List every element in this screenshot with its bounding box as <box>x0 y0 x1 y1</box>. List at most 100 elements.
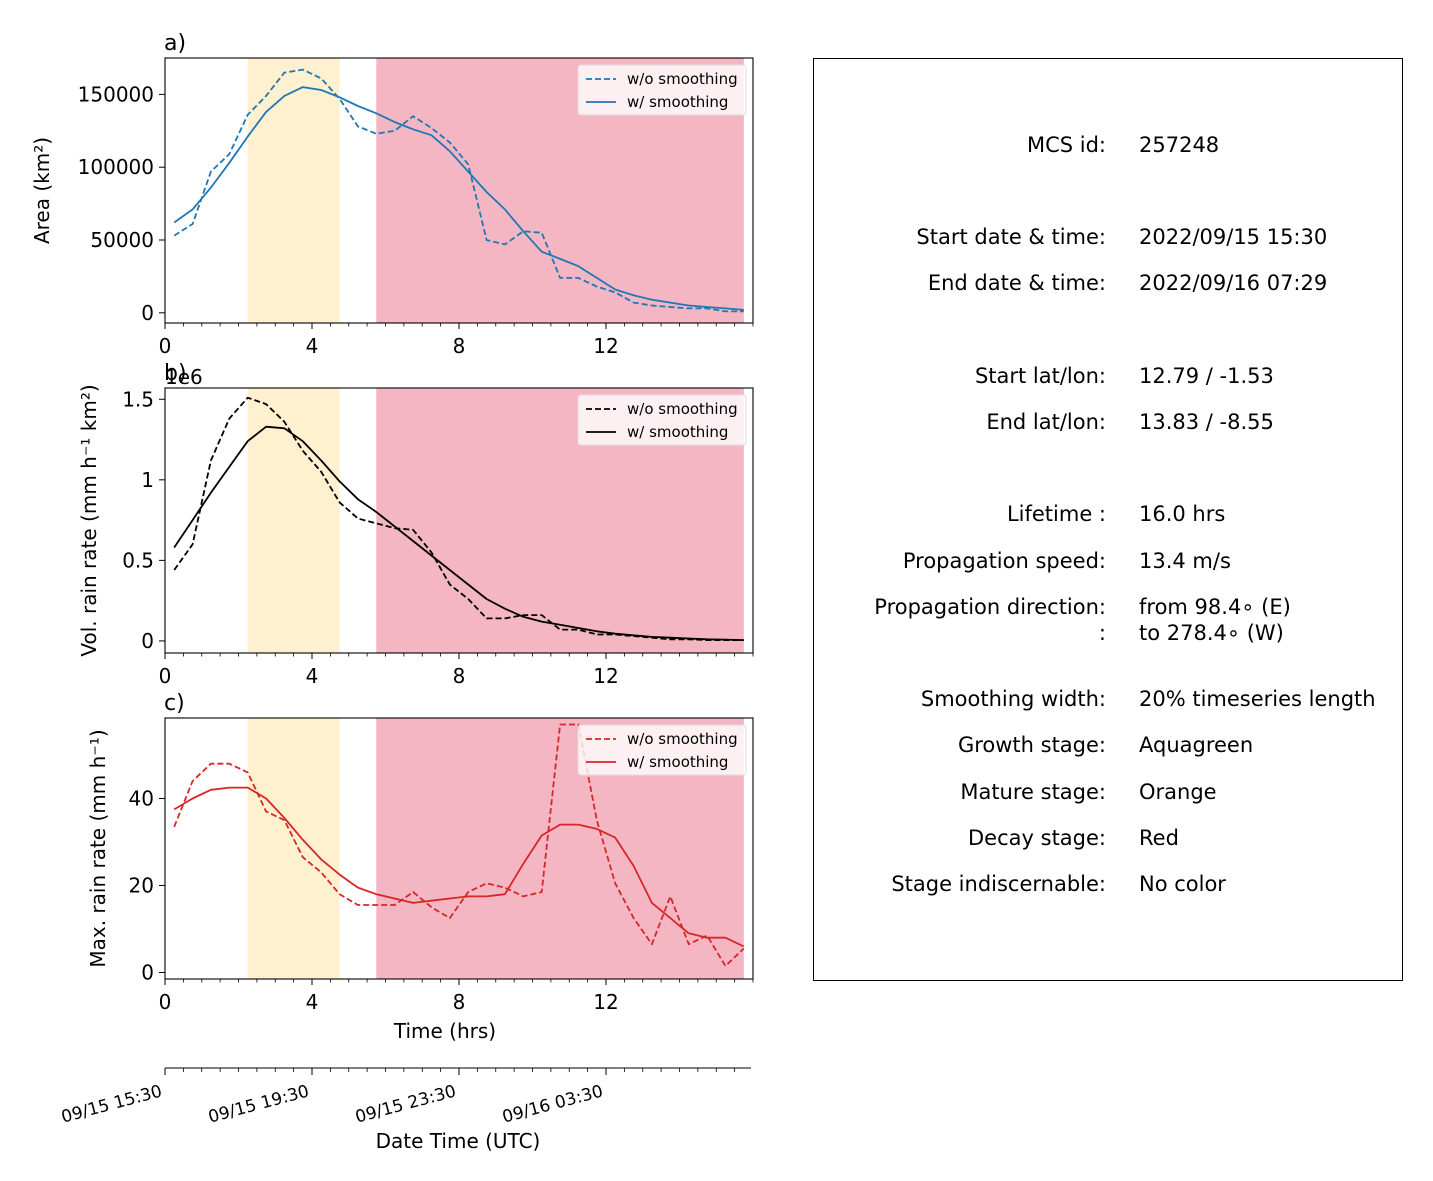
info-row: Mature stage: Orange <box>814 779 1402 805</box>
info-value: 13.83 / -8.55 <box>1139 410 1274 434</box>
info-label: Stage indiscernable: <box>891 872 1106 896</box>
info-row: : to 278.4∘ (W) <box>814 620 1402 646</box>
datetime-axis: 09/15 15:30 09/15 19:30 09/15 23:30 09/16 0… <box>59 1067 751 1153</box>
legend-entry: w/o smoothing <box>627 400 738 418</box>
x-tick-label: 0 <box>159 664 172 688</box>
y-tick-label: 20 <box>129 873 154 897</box>
legend-box <box>577 724 747 776</box>
legend: w/o smoothing w/ smoothing <box>577 724 747 776</box>
info-value: to 278.4∘ (W) <box>1139 621 1284 645</box>
y-tick-label: 0 <box>141 301 154 325</box>
info-label: Growth stage: <box>957 733 1106 757</box>
stage-band-mature <box>247 58 340 323</box>
info-row: MCS id: 257248 <box>814 132 1402 158</box>
info-row: Propagation speed: 13.4 m/s <box>814 548 1402 574</box>
info-value: 2022/09/16 07:29 <box>1139 271 1328 295</box>
info-label: End date & time: <box>927 271 1106 295</box>
stage-band-mature <box>247 718 340 979</box>
axis-offset-label: 1e6 <box>165 365 203 389</box>
info-row: Lifetime : 16.0 hrs <box>814 501 1402 527</box>
info-value: Aquagreen <box>1139 733 1254 757</box>
y-tick-label: 0.5 <box>122 548 154 572</box>
legend-entry: w/o smoothing <box>627 730 738 748</box>
info-row: Propagation direction: from 98.4∘ (E) <box>814 594 1402 620</box>
x-tick-label: 8 <box>453 664 466 688</box>
legend-entry: w/ smoothing <box>627 753 728 771</box>
series-line-smoothed <box>173 786 745 948</box>
series-line-smoothed <box>173 86 744 311</box>
datetime-tick-label: 09/15 19:30 <box>206 1082 311 1128</box>
datetime-tick-label: 09/15 15:30 <box>59 1082 164 1128</box>
info-row: Start lat/lon: 12.79 / -1.53 <box>814 363 1402 389</box>
x-tick-label: 0 <box>159 990 172 1014</box>
legend: w/o smoothing w/ smoothing <box>577 64 747 116</box>
panel-label: b) <box>164 361 187 386</box>
y-tick-label: 1.5 <box>122 387 154 411</box>
legend-entry: w/o smoothing <box>627 70 738 88</box>
info-value: from 98.4∘ (E) <box>1139 595 1291 619</box>
info-row: Smoothing width: 20% timeseries length <box>814 686 1402 712</box>
series-line-smoothed <box>173 425 744 641</box>
y-tick-label: 0 <box>141 629 154 653</box>
info-label: Start lat/lon: <box>974 364 1106 388</box>
info-label: Decay stage: <box>968 826 1106 850</box>
info-row: Growth stage: Aquagreen <box>814 732 1402 758</box>
info-row: End date & time: 2022/09/16 07:29 <box>814 270 1402 296</box>
info-value: 13.4 m/s <box>1139 549 1231 573</box>
info-label: Smoothing width: <box>920 687 1106 711</box>
info-value: 20% timeseries length <box>1139 687 1376 711</box>
info-value: 16.0 hrs <box>1139 502 1226 526</box>
datetime-axis-label: Date Time (UTC) <box>376 1129 541 1153</box>
y-tick-label: 150000 <box>78 82 154 106</box>
y-axis-label: Area (km²) <box>30 137 54 244</box>
legend-box <box>577 394 747 446</box>
legend-box <box>577 64 747 116</box>
info-value: Red <box>1139 826 1179 850</box>
legend-entry: w/ smoothing <box>627 423 728 441</box>
y-tick-label: 1 <box>141 468 154 492</box>
info-label: Mature stage: <box>960 780 1106 804</box>
x-tick-label: 4 <box>306 664 319 688</box>
info-box: MCS id: 257248 Start date & time: 2022/09/1… <box>813 58 1403 981</box>
y-axis-label: Max. rain rate (mm h⁻¹) <box>86 729 110 967</box>
series-line-raw <box>173 723 745 967</box>
info-label: Start date & time: <box>916 225 1106 249</box>
info-label: Propagation speed: <box>902 549 1106 573</box>
x-tick-label: 8 <box>453 334 466 358</box>
x-axis-label: Time (hrs) <box>393 1019 496 1043</box>
panel-label: c) <box>164 691 185 716</box>
y-tick-label: 40 <box>129 786 154 810</box>
info-value: 12.79 / -1.53 <box>1139 364 1274 388</box>
info-label: Propagation direction: <box>874 595 1106 619</box>
series-line-raw <box>173 68 744 313</box>
datetime-tick-label: 09/15 23:30 <box>353 1082 458 1128</box>
info-value: 2022/09/15 15:30 <box>1139 225 1328 249</box>
y-axis-label: Vol. rain rate (mm h⁻¹ km²) <box>77 384 101 656</box>
info-row: End lat/lon: 13.83 / -8.55 <box>814 409 1402 435</box>
info-label: End lat/lon: <box>986 410 1106 434</box>
info-value: No color <box>1139 872 1226 896</box>
info-value: Orange <box>1139 780 1217 804</box>
info-label: Lifetime : <box>1006 502 1106 526</box>
x-tick-label: 12 <box>593 664 618 688</box>
chart-panel-c: 0 4 8 12 0 20 40 Max. rain rate (mm h⁻¹) c) Time … <box>86 691 754 1043</box>
info-row: Decay stage: Red <box>814 825 1402 851</box>
x-tick-label: 0 <box>159 334 172 358</box>
info-label: : <box>1098 621 1106 645</box>
legend: w/o smoothing w/ smoothing <box>577 394 747 446</box>
chart-panel-a: 0 4 8 12 0 50000 100000 150000 Area (km²) a) w/o s… <box>30 31 754 358</box>
x-tick-label: 8 <box>453 990 466 1014</box>
stage-band-mature <box>247 388 340 653</box>
chart-panel-b: 0 4 8 12 0 0.5 1 1.5 Vol. rain rate (mm h⁻¹ km²)… <box>77 361 754 688</box>
y-tick-label: 100000 <box>78 155 154 179</box>
x-tick-label: 4 <box>306 990 319 1014</box>
x-tick-label: 12 <box>593 990 618 1014</box>
y-tick-label: 0 <box>141 960 154 984</box>
x-tick-label: 4 <box>306 334 319 358</box>
info-row: Stage indiscernable: No color <box>814 871 1402 897</box>
info-label: MCS id: <box>1026 133 1106 157</box>
datetime-tick-label: 09/16 03:30 <box>500 1082 605 1128</box>
info-row: Start date & time: 2022/09/15 15:30 <box>814 224 1402 250</box>
x-tick-label: 12 <box>593 334 618 358</box>
